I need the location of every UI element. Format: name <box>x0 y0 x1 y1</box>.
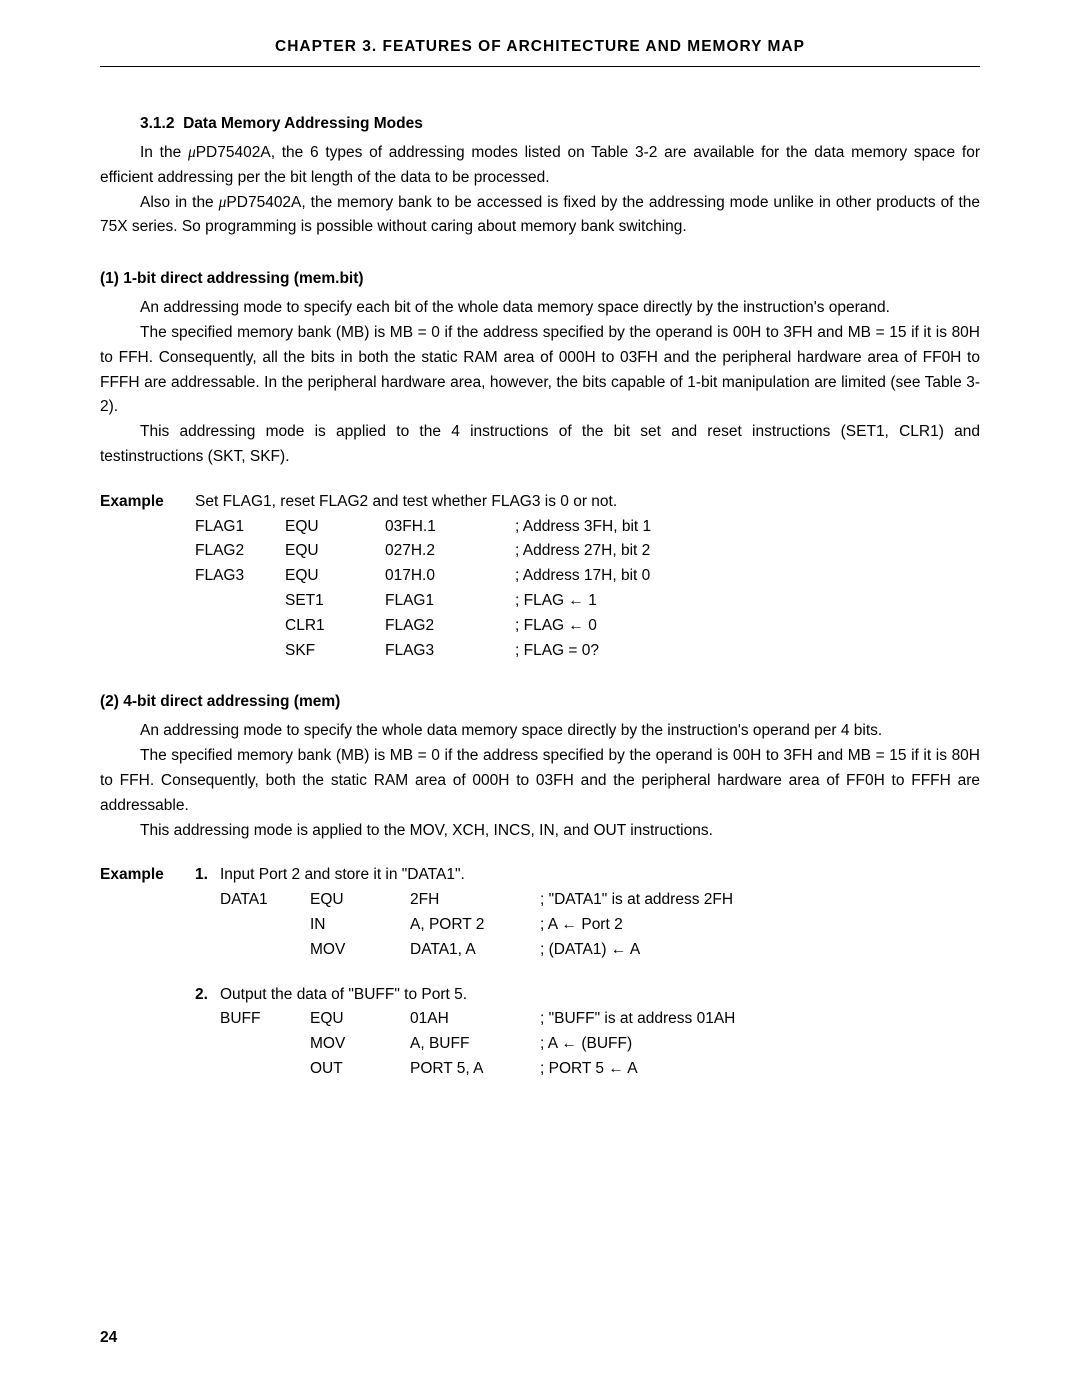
code-instr: EQU <box>310 888 410 913</box>
example2-label: Example <box>100 863 195 888</box>
example2-num1: 1. <box>195 863 220 888</box>
intro-p2b: PD75402A, the memory bank to be accessed… <box>100 194 980 236</box>
code-operand: FLAG2 <box>385 614 515 639</box>
code-label: BUFF <box>220 1007 310 1032</box>
sub2-p1: An addressing mode to specify the whole … <box>100 719 980 744</box>
code-label <box>220 913 310 938</box>
section-title: 3.1.2 Data Memory Addressing Modes <box>140 115 980 133</box>
code-operand: 2FH <box>410 888 540 913</box>
code-comment: ; Address 3FH, bit 1 <box>515 515 980 540</box>
code-comment: ; FLAG = 0? <box>515 639 980 664</box>
code-label: FLAG2 <box>195 539 285 564</box>
example1-code: FLAG1EQU03FH.1; Address 3FH, bit 1FLAG2E… <box>195 515 980 664</box>
code-row: MOVDATA1, A; (DATA1) ← A <box>220 938 980 963</box>
code-row: FLAG3EQU017H.0; Address 17H, bit 0 <box>195 564 980 589</box>
code-label <box>195 589 285 614</box>
code-row: DATA1EQU2FH; "DATA1" is at address 2FH <box>220 888 980 913</box>
intro-p1: In the μPD75402A, the 6 types of address… <box>100 141 980 191</box>
code-instr: OUT <box>310 1057 410 1082</box>
code-label <box>195 639 285 664</box>
code-comment: ; FLAG ← 1 <box>515 589 980 614</box>
code-instr: SET1 <box>285 589 385 614</box>
code-row: OUTPORT 5, A; PORT 5 ← A <box>220 1057 980 1082</box>
example2-code1: DATA1EQU2FH; "DATA1" is at address 2FHIN… <box>220 888 980 962</box>
code-row: SET1FLAG1; FLAG ← 1 <box>195 589 980 614</box>
code-instr: EQU <box>285 515 385 540</box>
code-operand: 017H.0 <box>385 564 515 589</box>
chapter-header: CHAPTER 3. FEATURES OF ARCHITECTURE AND … <box>100 38 980 66</box>
code-comment: ; (DATA1) ← A <box>540 938 980 963</box>
sub1-p1: An addressing mode to specify each bit o… <box>100 296 980 321</box>
code-instr: MOV <box>310 1032 410 1057</box>
code-label <box>220 938 310 963</box>
code-label <box>220 1057 310 1082</box>
code-comment: ; A ← (BUFF) <box>540 1032 980 1057</box>
example2-label-blank <box>100 983 195 1008</box>
code-instr: MOV <box>310 938 410 963</box>
page: CHAPTER 3. FEATURES OF ARCHITECTURE AND … <box>0 0 1080 1397</box>
code-comment: ; FLAG ← 0 <box>515 614 980 639</box>
code-label <box>195 614 285 639</box>
example1-desc: Set FLAG1, reset FLAG2 and test whether … <box>195 490 980 515</box>
page-number: 24 <box>100 1329 117 1347</box>
example2-num2: 2. <box>195 983 220 1008</box>
intro-p1a: In the <box>140 144 188 161</box>
code-row: FLAG1EQU03FH.1; Address 3FH, bit 1 <box>195 515 980 540</box>
code-operand: FLAG3 <box>385 639 515 664</box>
example2-desc2: 2.Output the data of "BUFF" to Port 5. <box>195 983 980 1008</box>
code-operand: 03FH.1 <box>385 515 515 540</box>
intro-p1b: PD75402A, the 6 types of addressing mode… <box>100 144 980 186</box>
code-instr: EQU <box>310 1007 410 1032</box>
mu-symbol: μ <box>188 144 196 161</box>
code-instr: SKF <box>285 639 385 664</box>
code-row: MOVA, BUFF; A ← (BUFF) <box>220 1032 980 1057</box>
intro-p2a: Also in the <box>140 194 219 211</box>
code-row: FLAG2EQU027H.2; Address 27H, bit 2 <box>195 539 980 564</box>
sub1-p3: This addressing mode is applied to the 4… <box>100 420 980 470</box>
sub2-p2: The specified memory bank (MB) is MB = 0… <box>100 744 980 818</box>
code-label: FLAG3 <box>195 564 285 589</box>
code-row: BUFFEQU01AH; "BUFF" is at address 01AH <box>220 1007 980 1032</box>
code-instr: CLR1 <box>285 614 385 639</box>
example2-desc1: 1.Input Port 2 and store it in "DATA1". <box>195 863 980 888</box>
example2-header1: Example 1.Input Port 2 and store it in "… <box>100 863 980 888</box>
code-comment: ; Address 17H, bit 0 <box>515 564 980 589</box>
example2-header2: 2.Output the data of "BUFF" to Port 5. <box>100 983 980 1008</box>
code-row: CLR1FLAG2; FLAG ← 0 <box>195 614 980 639</box>
code-operand: PORT 5, A <box>410 1057 540 1082</box>
sub2-title: (2) 4-bit direct addressing (mem) <box>100 693 980 711</box>
code-instr: IN <box>310 913 410 938</box>
code-row: INA, PORT 2; A ← Port 2 <box>220 913 980 938</box>
code-operand: FLAG1 <box>385 589 515 614</box>
code-comment: ; Address 27H, bit 2 <box>515 539 980 564</box>
intro-p2: Also in the μPD75402A, the memory bank t… <box>100 191 980 241</box>
section-name: Data Memory Addressing Modes <box>183 115 423 132</box>
example1-header: Example Set FLAG1, reset FLAG2 and test … <box>100 490 980 515</box>
code-operand: DATA1, A <box>410 938 540 963</box>
header-rule <box>100 66 980 67</box>
sub1-p2: The specified memory bank (MB) is MB = 0… <box>100 321 980 420</box>
code-comment: ; "DATA1" is at address 2FH <box>540 888 980 913</box>
sub1-title: (1) 1-bit direct addressing (mem.bit) <box>100 270 980 288</box>
code-operand: A, BUFF <box>410 1032 540 1057</box>
code-instr: EQU <box>285 539 385 564</box>
code-operand: 01AH <box>410 1007 540 1032</box>
code-label: FLAG1 <box>195 515 285 540</box>
code-operand: 027H.2 <box>385 539 515 564</box>
code-comment: ; PORT 5 ← A <box>540 1057 980 1082</box>
code-label: DATA1 <box>220 888 310 913</box>
example2-desc2-text: Output the data of "BUFF" to Port 5. <box>220 986 467 1003</box>
section-number: 3.1.2 <box>140 115 174 132</box>
code-instr: EQU <box>285 564 385 589</box>
code-operand: A, PORT 2 <box>410 913 540 938</box>
example2-code2: BUFFEQU01AH; "BUFF" is at address 01AHMO… <box>220 1007 980 1081</box>
sub2-p3: This addressing mode is applied to the M… <box>100 819 980 844</box>
code-comment: ; A ← Port 2 <box>540 913 980 938</box>
code-label <box>220 1032 310 1057</box>
code-row: SKFFLAG3; FLAG = 0? <box>195 639 980 664</box>
example2-desc1-text: Input Port 2 and store it in "DATA1". <box>220 866 465 883</box>
code-comment: ; "BUFF" is at address 01AH <box>540 1007 980 1032</box>
example1-label: Example <box>100 490 195 515</box>
